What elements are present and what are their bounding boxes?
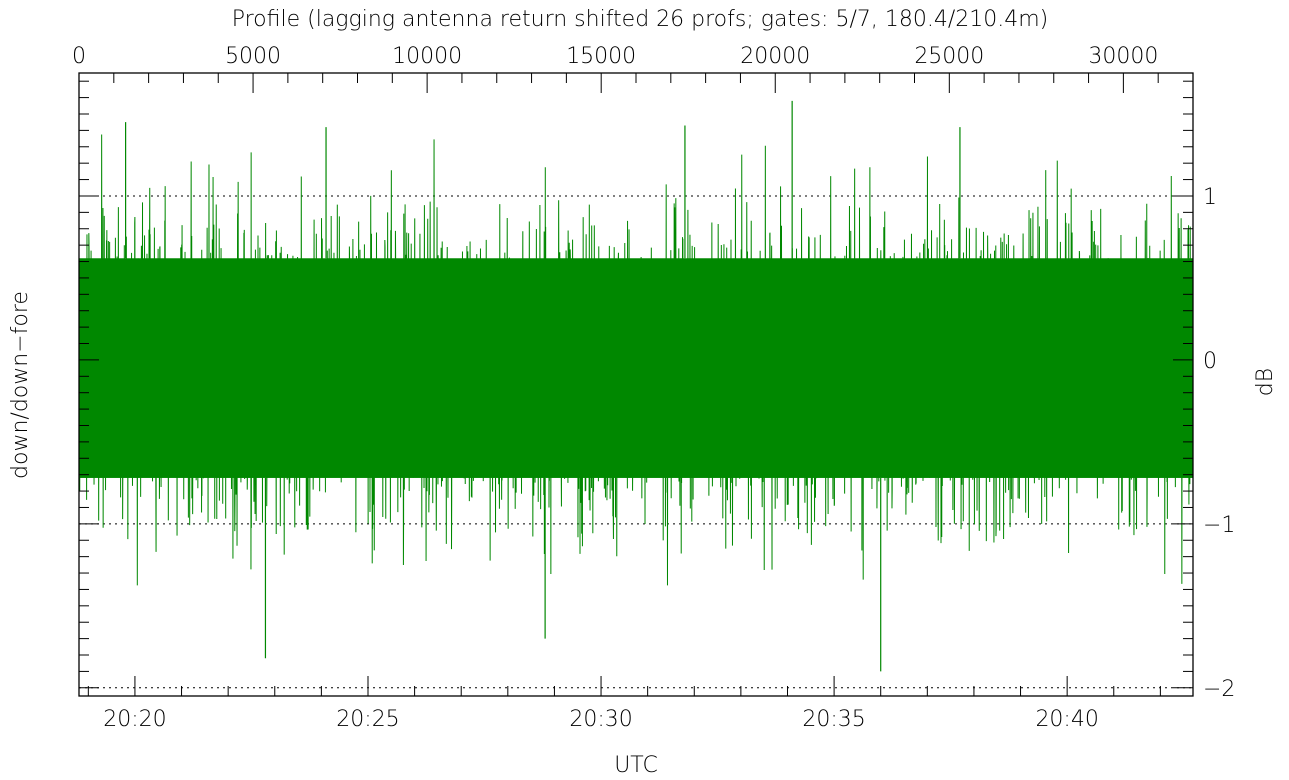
x-top-tick-label: 30000 (1088, 44, 1158, 69)
x-bottom-tick-label: 20:25 (336, 707, 399, 732)
x-top-tick-label: 20000 (740, 44, 810, 69)
y-right-tick-label: 0 (1203, 349, 1217, 374)
x-top-tick-label: 15000 (566, 44, 636, 69)
chart-title: Profile (lagging antenna return shifted … (232, 7, 1049, 32)
x-axis-title: UTC (614, 753, 658, 778)
y-axis-title-right: dB (1253, 368, 1278, 396)
y-right-tick-label: 1 (1203, 185, 1217, 210)
x-bottom-tick-label: 20:40 (1035, 707, 1098, 732)
y-right-tick-label: −1 (1203, 513, 1235, 538)
x-top-tick-label: 0 (72, 44, 86, 69)
x-top-tick-label: 25000 (914, 44, 984, 69)
x-bottom-tick-label: 20:20 (103, 707, 166, 732)
series-core-band (79, 258, 1193, 478)
x-bottom-tick-label: 20:35 (802, 707, 865, 732)
x-top-tick-label: 5000 (225, 44, 281, 69)
y-right-tick-label: −2 (1203, 677, 1235, 702)
labels: Profile (lagging antenna return shifted … (8, 7, 1278, 778)
x-bottom-tick-label: 20:30 (569, 707, 632, 732)
axes-frame (78, 72, 1194, 697)
y-axis-title-left: down/down−fore (8, 291, 33, 479)
data-series-layer (78, 100, 1194, 672)
x-top-tick-label: 10000 (392, 44, 462, 69)
